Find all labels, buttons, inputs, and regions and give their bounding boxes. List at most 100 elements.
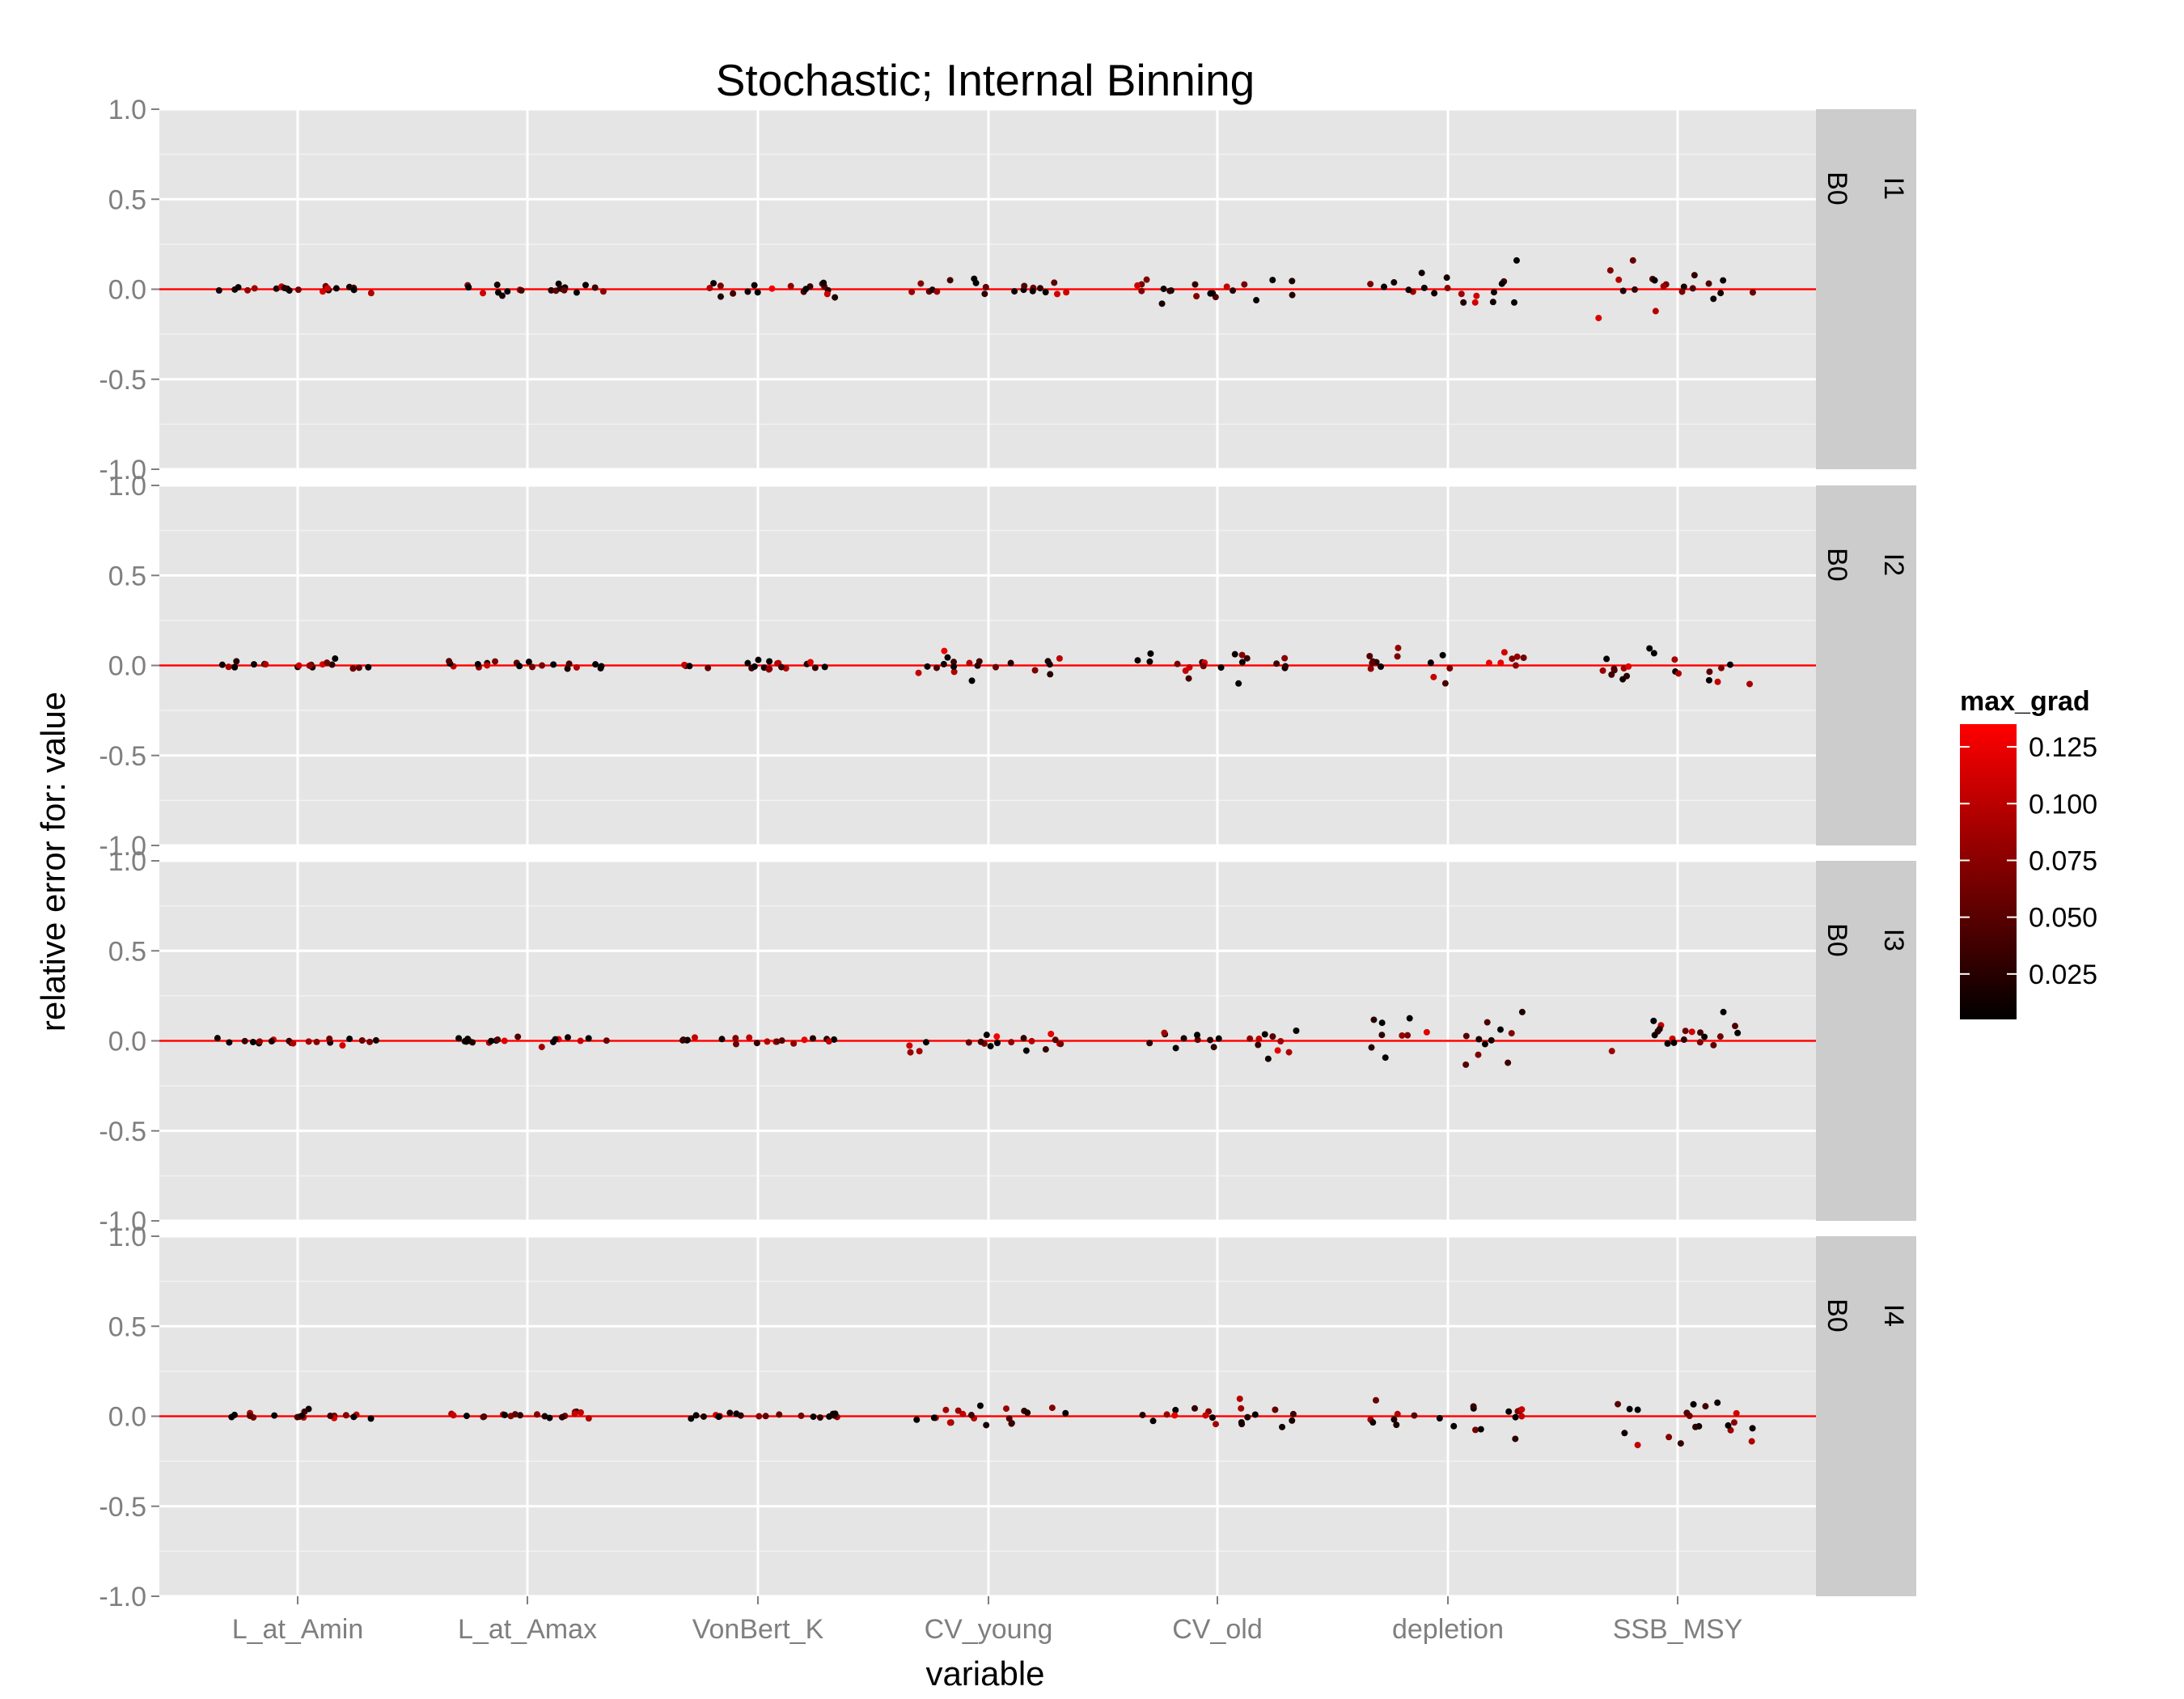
data-point (1282, 663, 1289, 670)
data-point (498, 292, 506, 299)
facet-col-label: B0 (1822, 172, 1852, 205)
data-point (700, 1413, 707, 1420)
data-point (350, 1413, 358, 1421)
data-point (906, 1042, 913, 1049)
data-point (1520, 655, 1527, 662)
data-point (480, 290, 487, 297)
data-point (332, 285, 340, 292)
data-point (465, 284, 472, 291)
x-tick-label: CV_young (925, 1614, 1053, 1645)
data-point (977, 1038, 984, 1045)
data-point (1370, 1016, 1378, 1023)
legend-label: 0.025 (2029, 960, 2097, 990)
data-point (366, 1038, 374, 1045)
data-point (585, 1415, 592, 1422)
data-point (1678, 288, 1686, 295)
data-point (1705, 676, 1712, 684)
data-point (1022, 1047, 1030, 1054)
data-point (1274, 1047, 1281, 1054)
data-point (1488, 1036, 1495, 1044)
data-point (1241, 281, 1248, 288)
data-point (1011, 288, 1018, 295)
data-point (493, 282, 501, 289)
data-point (954, 1407, 962, 1414)
data-point (1272, 1406, 1279, 1413)
data-point (1692, 1423, 1699, 1430)
data-point (1460, 299, 1467, 306)
data-point (552, 1036, 559, 1043)
data-point (571, 1410, 578, 1417)
data-point (1615, 276, 1623, 283)
data-point (1244, 1413, 1251, 1421)
data-point (244, 286, 252, 294)
data-point (313, 1038, 320, 1045)
data-point (1631, 286, 1638, 293)
data-point (295, 662, 303, 669)
facet-strip (1816, 109, 1916, 469)
data-point (372, 1036, 379, 1044)
legend-label: 0.050 (2029, 903, 2097, 934)
data-point (1404, 1032, 1412, 1039)
data-point (1603, 655, 1610, 663)
data-point (1608, 1048, 1615, 1055)
data-point (1513, 256, 1520, 264)
data-point (1005, 1415, 1013, 1422)
data-point (218, 661, 226, 668)
data-point (732, 1040, 739, 1048)
data-point (1475, 1036, 1483, 1043)
data-point (717, 293, 725, 300)
data-point (802, 286, 810, 293)
data-point (1481, 1040, 1488, 1048)
data-point (981, 290, 988, 298)
data-point (705, 664, 712, 672)
data-point (1007, 659, 1014, 667)
data-point (787, 282, 794, 290)
data-point (1139, 1411, 1146, 1418)
data-point (983, 1421, 990, 1429)
data-point (993, 1040, 1001, 1047)
x-axis: L_at_Amin L_at_Amax VonBert_K CV_young CV_ol… (232, 1596, 1742, 1645)
data-point (766, 658, 773, 665)
data-point (726, 1409, 734, 1417)
data-point (737, 1412, 744, 1419)
data-point (942, 1406, 950, 1413)
data-point (755, 656, 762, 663)
data-point (1518, 1008, 1526, 1015)
data-point (1281, 655, 1289, 662)
data-point (946, 277, 954, 284)
data-point (1052, 1036, 1059, 1044)
data-point (1021, 282, 1028, 290)
data-point (1261, 1031, 1268, 1038)
data-point (715, 1413, 722, 1421)
data-point (1726, 661, 1733, 668)
data-point (1253, 297, 1260, 304)
data-point (1231, 650, 1238, 658)
data-point (1670, 1039, 1678, 1046)
data-point (1390, 1416, 1398, 1423)
data-point (1717, 664, 1725, 672)
data-point (1238, 651, 1246, 659)
data-point (1236, 1395, 1243, 1402)
data-point (821, 663, 828, 671)
data-point (504, 288, 511, 295)
data-point (1710, 1041, 1717, 1049)
data-point (1048, 1031, 1055, 1038)
data-point (1513, 653, 1521, 660)
data-point (801, 1036, 808, 1044)
y-tick-label: 1.0 (108, 846, 146, 877)
data-point (1650, 650, 1657, 657)
y-tick-label: -1.0 (99, 455, 146, 485)
data-point (564, 665, 571, 672)
data-point (518, 287, 525, 294)
data-point (1683, 1409, 1691, 1417)
data-point (446, 658, 453, 665)
data-point (950, 668, 958, 676)
data-point (1746, 680, 1754, 688)
data-point (350, 286, 358, 294)
y-tick-label: 0.0 (108, 1027, 146, 1057)
data-point (525, 659, 532, 666)
data-point (1505, 1059, 1512, 1066)
data-point (511, 1411, 518, 1418)
data-point (326, 1035, 333, 1042)
data-point (1705, 280, 1712, 287)
